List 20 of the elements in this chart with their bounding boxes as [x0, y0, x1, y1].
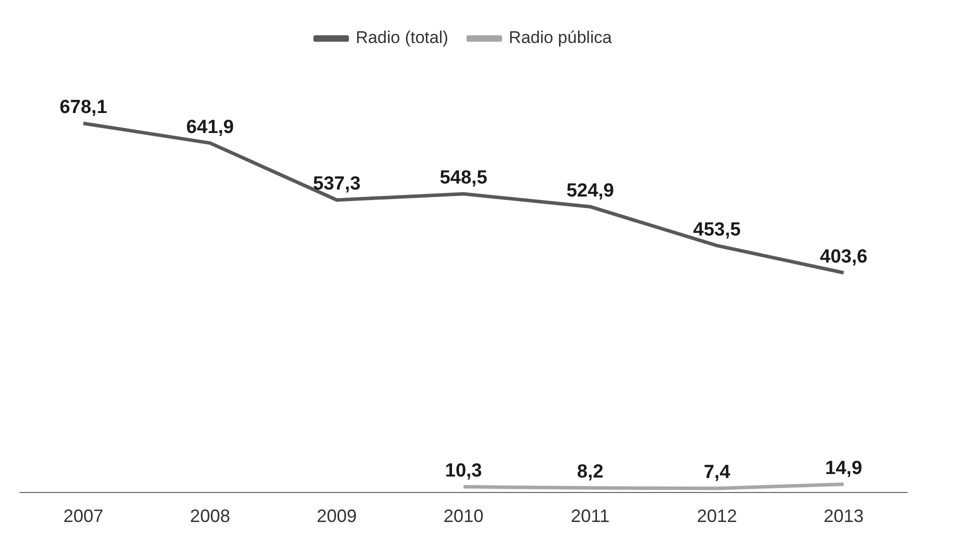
x-tick-label: 2012 [696, 506, 737, 526]
data-label: 14,9 [825, 458, 862, 480]
data-label: 678,1 [60, 97, 108, 118]
x-tick-label: 2013 [824, 506, 864, 526]
data-label: 10,3 [445, 460, 482, 482]
x-tick-label: 2010 [443, 506, 484, 526]
data-label: 8,2 [577, 462, 604, 483]
x-tick-label: 2011 [570, 506, 610, 526]
legend-label: Radio (total) [356, 28, 448, 48]
data-label: 537,3 [313, 174, 361, 195]
x-tick-label: 2008 [190, 506, 230, 526]
data-label: 524,9 [566, 180, 614, 202]
x-tick-label: 2007 [63, 506, 104, 526]
data-label: 453,5 [693, 219, 742, 240]
data-label: 403,6 [820, 246, 868, 268]
data-label: 641,9 [186, 116, 234, 138]
legend-label: Radio pública [508, 28, 612, 48]
data-label: 548,5 [440, 168, 488, 189]
data-label: 7,4 [704, 462, 731, 484]
x-tick-label: 2009 [316, 506, 357, 526]
